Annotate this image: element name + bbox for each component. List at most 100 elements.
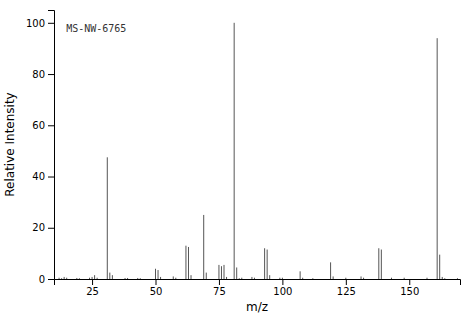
x-tick-label: 75 [213,286,226,297]
peak [188,247,189,279]
peak [345,278,346,279]
y-tick-label: 0 [39,274,45,285]
peak [224,265,225,279]
peak [175,278,176,279]
y-tick-label: 60 [32,120,45,131]
peak [330,262,331,279]
y-tick: 0 [39,274,54,285]
y-tick-mark [48,125,54,126]
y-tick: 20 [32,222,54,233]
peak [404,278,405,279]
peak [203,215,204,279]
y-tick-mark [48,177,54,178]
peak [269,275,270,279]
peak [234,23,235,279]
y-tick: 40 [32,171,54,182]
peak [251,277,252,279]
peak [137,278,138,279]
x-tick: 50 [150,279,163,297]
peak [333,276,334,279]
plot: 25 50 75 100 125 150 0 20 40 60 80 100 MS-NW-6765 [26,11,461,298]
peak [437,38,438,279]
peak [109,273,110,279]
peak [282,278,283,279]
y-tick-label: 80 [32,69,45,80]
x-tick: 150 [400,279,419,297]
peak [160,277,161,279]
peak [442,277,443,279]
y-axis-line [48,11,55,280]
peak [173,276,174,279]
peak [155,269,156,279]
peak [239,278,240,279]
x-tick-mark [346,279,347,285]
y-axis: 0 20 40 60 80 100 [26,11,55,285]
chart: 25 50 75 100 125 150 0 20 40 60 80 100 MS-NW-6765 m/z… [0,0,474,319]
peak [59,278,60,279]
peak [218,265,219,279]
peak [444,278,445,279]
peak [457,278,458,279]
x-tick-label: 50 [150,286,163,297]
title: MS-NW-6765 [66,23,126,34]
peak [226,277,227,279]
x-axis: 25 50 75 100 125 150 [55,279,461,297]
x-tick-mark [219,279,220,285]
peak [439,255,440,279]
peak [378,248,379,279]
y-tick-label: 20 [32,222,45,233]
peak [185,246,186,279]
peak [427,278,428,279]
peak [264,248,265,279]
x-tick: 25 [86,279,99,297]
x-tick-mark [92,279,93,285]
x-axis-line [55,280,461,286]
x-tick-label: 25 [86,286,99,297]
peak [127,278,128,279]
peak [61,278,62,279]
peak [125,278,126,279]
peak [94,275,95,279]
peak [206,273,207,279]
peak [279,278,280,279]
x-tick-mark [409,279,410,285]
peak [381,250,382,279]
peak [302,278,303,279]
x-tick-mark [282,279,283,285]
marks [59,23,457,279]
y-tick: 100 [26,18,54,29]
peak [89,278,90,279]
peak [191,275,192,279]
peak [236,267,237,279]
peak [254,278,255,279]
peak [158,270,159,279]
x-axis-title: m/z [246,300,268,314]
y-tick-mark [48,74,54,75]
x-tick-label: 125 [337,286,356,297]
peak [107,157,108,279]
peak [112,275,113,279]
peak [361,276,362,279]
x-tick: 125 [337,279,356,297]
peak [221,266,222,279]
peak [363,278,364,279]
peak [391,278,392,279]
peak [97,278,98,279]
peak [64,277,65,279]
peak [79,278,80,279]
y-tick: 80 [32,69,54,80]
peak [92,277,93,279]
peak [140,278,141,279]
peak [300,271,301,279]
y-tick-label: 40 [32,171,45,182]
x-tick: 75 [213,279,226,297]
peak [241,278,242,279]
y-tick-mark [48,228,54,229]
x-tick-mark [156,279,157,285]
y-tick-label: 100 [26,18,45,29]
peak [76,278,77,279]
y-tick: 60 [32,120,54,131]
x-tick-label: 150 [400,286,419,297]
x-tick-label: 100 [273,286,292,297]
peak [66,278,67,279]
